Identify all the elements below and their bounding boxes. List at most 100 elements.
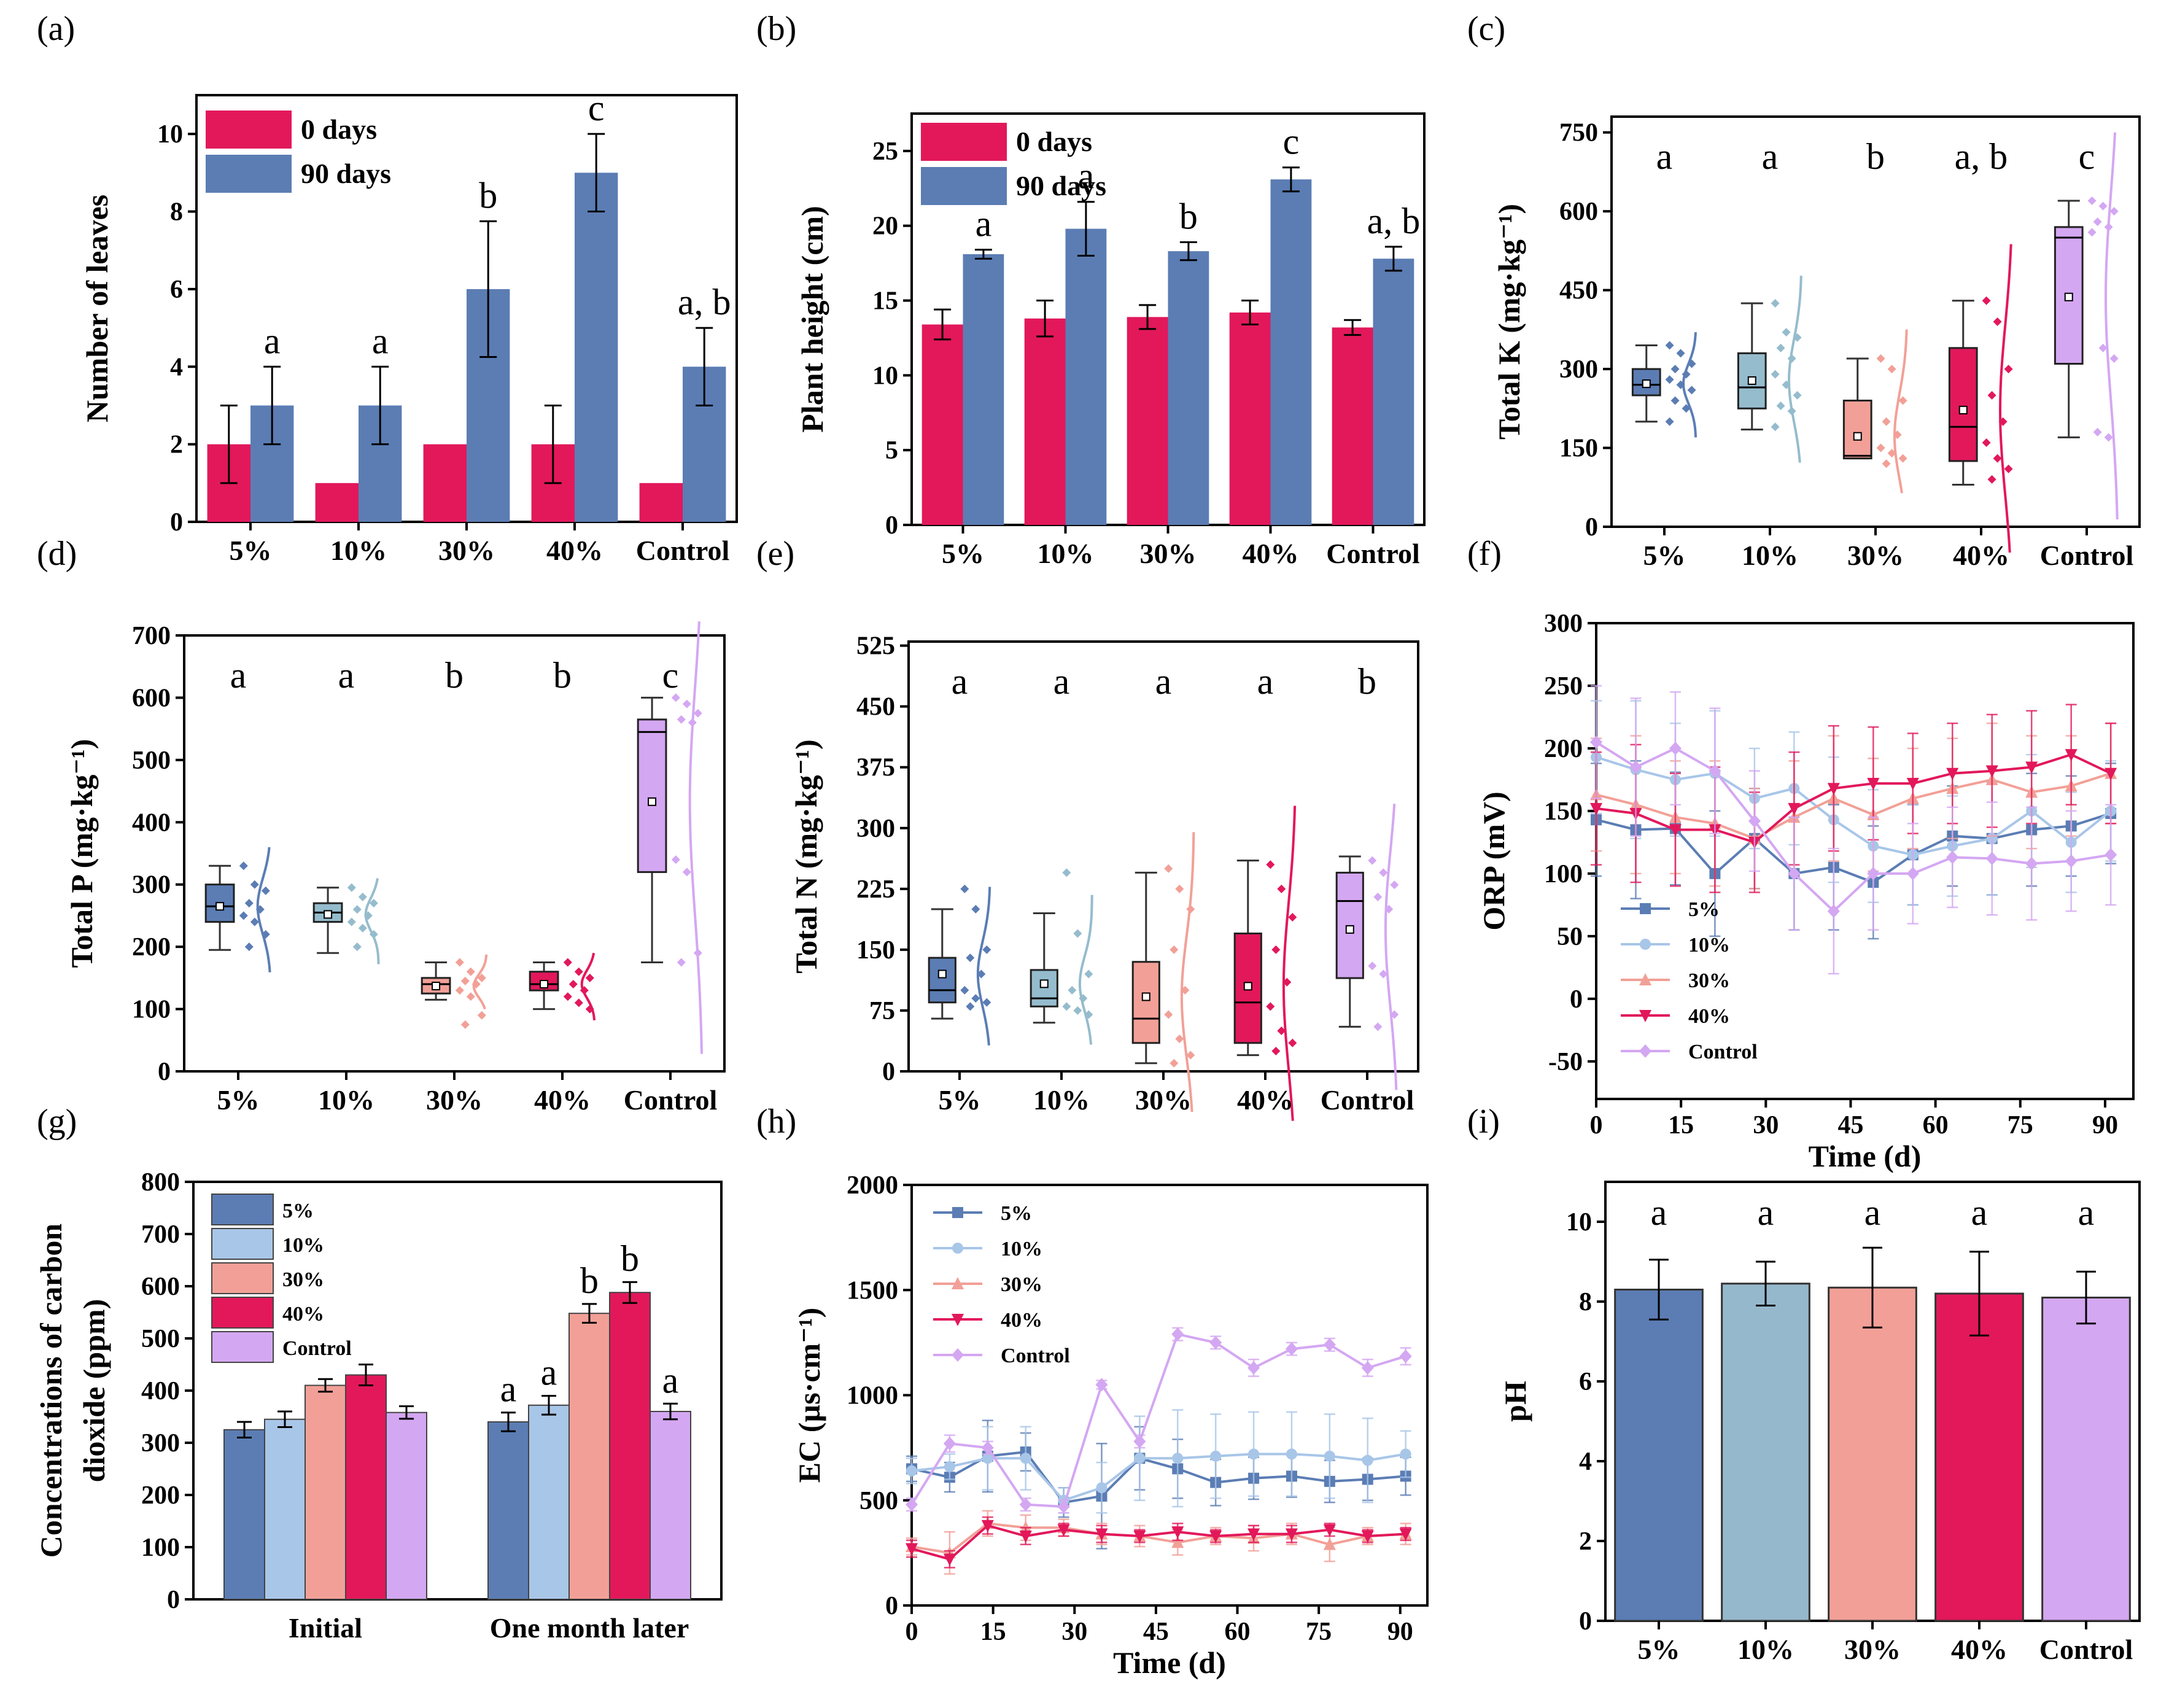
x-tick-label: 60 [1923, 1111, 1949, 1139]
box-40% [1948, 347, 1978, 462]
legend-label: 0 days [1016, 126, 1092, 157]
bar-90days-5% [963, 254, 1004, 525]
legend-marker [1639, 1010, 1651, 1022]
box-mean [432, 982, 441, 991]
data-point [1271, 945, 1281, 954]
data-point [347, 917, 356, 926]
data-point [982, 945, 991, 954]
x-tick-label: 10% [1033, 1084, 1090, 1116]
x-tick-label: 45 [1143, 1618, 1169, 1646]
x-tick-label: 75 [2008, 1111, 2033, 1139]
series-line-30% [911, 1522, 1406, 1555]
x-tick-label: Control [2039, 1634, 2133, 1665]
series-point-40% [1323, 1524, 1336, 1537]
significance-letter: a [1155, 661, 1172, 702]
series-point-Control [1095, 1378, 1108, 1392]
bar-90days-40% [1270, 179, 1312, 525]
data-point [1776, 343, 1785, 352]
distribution-curve [256, 847, 271, 972]
series-point-40% [1399, 1528, 1412, 1541]
data-point [1993, 317, 2002, 326]
y-tick-label: 0 [1570, 985, 1583, 1014]
data-point [1073, 1006, 1082, 1015]
y-tick-label: 0 [1585, 513, 1598, 542]
series-point-10% [1400, 1448, 1411, 1460]
panel-f: -50 0 50 100 150 200 250 300 ORP (mV) 0 15 30 45 60 75… [1476, 610, 2135, 1173]
bar-pH-40% [1934, 1292, 2024, 1622]
bar-pH-5% [1614, 1289, 1704, 1622]
data-point [2104, 433, 2113, 442]
bar-0days-30% [423, 444, 467, 522]
y-tick-label: 8 [170, 198, 183, 227]
y-tick-label: -50 [1548, 1048, 1583, 1076]
y-axis-label: Total P (mg·kg⁻¹) [64, 739, 99, 968]
y-tick-label: 0 [158, 1058, 171, 1086]
series-point-Control [1399, 1349, 1412, 1364]
significance-letter: a [1257, 661, 1274, 702]
legend-marker [952, 1207, 963, 1218]
legend-label: 90 days [1016, 170, 1106, 201]
box-5% [1631, 368, 1661, 397]
y-tick-label: 15 [872, 287, 898, 316]
x-tick-label: 60 [1225, 1618, 1251, 1646]
y-tick-label: 10 [1566, 1208, 1592, 1236]
panel-label-c: (c) [1467, 10, 1505, 48]
series-point-Control [1247, 1361, 1260, 1375]
series-point-Control [1323, 1338, 1336, 1352]
data-point [671, 855, 680, 864]
y-tick-label: 0 [885, 1592, 898, 1620]
significance-letter: b [479, 175, 497, 215]
series-point-Control [1209, 1335, 1222, 1349]
data-point [358, 893, 367, 901]
bar-0days-30% [1127, 317, 1168, 525]
chart-panels: 0 2 4 6 8 10 Number of leaves 5% a 10% a 30% b 40% c Co… [34, 88, 2141, 1680]
legend-label: Control [1688, 1041, 1758, 1063]
box-mean [1958, 405, 1968, 414]
series-point-Control [1057, 1500, 1070, 1514]
data-point [1993, 454, 2002, 463]
x-tick-label: 5% [217, 1084, 260, 1116]
legend-label: 30% [1688, 969, 1730, 992]
legend-label: Control [1001, 1345, 1070, 1367]
box-mean [215, 902, 225, 911]
data-point [1266, 1002, 1275, 1011]
significance-letter: b [445, 655, 464, 696]
data-point [1670, 365, 1680, 374]
box-30% [1842, 399, 1872, 460]
x-tick-label: 40% [1243, 538, 1299, 569]
data-point [982, 998, 991, 1007]
series-point-10% [1134, 1453, 1146, 1464]
legend-label: 10% [1688, 934, 1730, 957]
bar-Control-Initial [386, 1411, 427, 1600]
data-point [1379, 969, 1388, 979]
significance-letter: a [2078, 1192, 2095, 1233]
data-point [682, 868, 691, 877]
x-tick-label: 75 [1306, 1618, 1332, 1646]
y-tick-label: 200 [1544, 735, 1583, 763]
data-point [1876, 443, 1885, 452]
bar-90days-10% [1065, 228, 1107, 525]
legend-marker [1640, 903, 1651, 914]
x-tick-label: 5% [942, 538, 984, 569]
x-tick-label: 10% [1038, 538, 1094, 569]
series-point-40% [906, 1543, 918, 1556]
panel-label-d: (d) [37, 535, 77, 573]
bar-30%-One month later [568, 1313, 610, 1600]
data-point [455, 986, 464, 995]
significance-letter: a [338, 655, 355, 696]
data-point [1062, 868, 1071, 877]
x-tick-label: 40% [1951, 1634, 2008, 1665]
data-point [358, 923, 367, 933]
data-point [563, 992, 572, 1001]
series-point-40% [2105, 767, 2117, 780]
y-tick-label: 10 [157, 120, 183, 149]
series-point-40% [1171, 1526, 1184, 1539]
x-tick-label: Control [1326, 538, 1420, 569]
data-point [1665, 341, 1674, 350]
y-tick-label: 0 [882, 1058, 895, 1086]
significance-letter: c [1283, 122, 1300, 162]
y-tick-label: 1500 [847, 1276, 898, 1305]
y-tick-label: 10 [872, 362, 898, 390]
bar-5%-One month later [487, 1421, 529, 1600]
data-point [352, 942, 362, 952]
